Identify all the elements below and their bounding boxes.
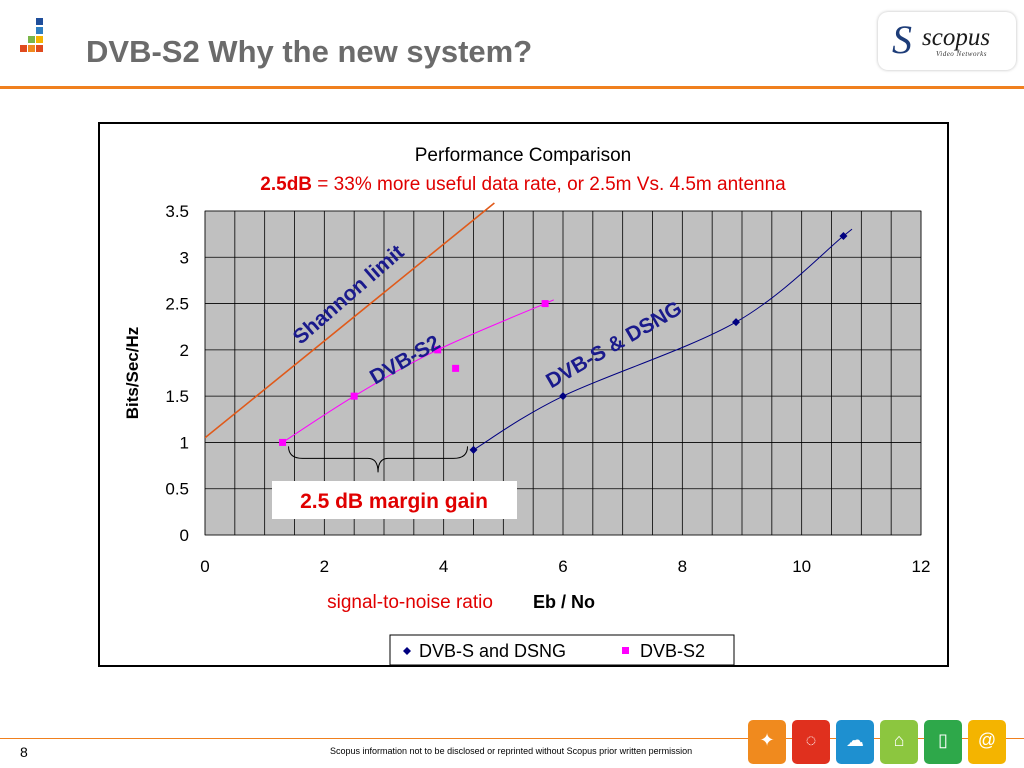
at-sign-icon: @: [968, 720, 1006, 764]
chart-frame: 0 0.5 1 1.5 2 2.5 3 3.5 0 2 4 6 8 10 12 Performance Com…: [98, 122, 949, 667]
scopus-s-icon: S: [892, 17, 912, 62]
performance-chart: 0 0.5 1 1.5 2 2.5 3 3.5 0 2 4 6 8 10 12 Performance Com…: [123, 145, 931, 665]
footer-disclaimer: Scopus information not to be disclosed o…: [330, 746, 693, 756]
data-point-dvbs: [732, 318, 741, 327]
data-point-dvbs: [839, 231, 848, 240]
x-tick-label: 12: [912, 557, 931, 576]
x-tick-label: 4: [439, 557, 448, 576]
y-tick-label: 2: [180, 341, 189, 360]
y-tick-label: 0: [180, 526, 189, 545]
data-point-dvbs: [559, 392, 567, 401]
x-axis-label-left: signal-to-noise ratio: [327, 592, 493, 613]
antenna-icon: ⌂: [880, 720, 918, 764]
legend-box: [389, 634, 735, 665]
footer-divider: [0, 738, 1024, 739]
x-tick-label: 0: [200, 557, 209, 576]
slide-title: DVB-S2 Why the new system?: [86, 34, 533, 69]
cable-icon: ◌: [792, 720, 830, 764]
data-point-dvbs2: [350, 392, 358, 400]
mobile-phone-icon: ▯: [924, 720, 962, 764]
x-axis-label: Eb / No: [533, 592, 595, 612]
data-point-dvbs2-extra: [452, 364, 460, 372]
x-tick-label: 8: [678, 557, 687, 576]
series-line-dvbs2: [282, 299, 554, 443]
margin-gain-box: [272, 481, 517, 519]
y-tick-label: 3.5: [165, 202, 189, 221]
x-tick-label: 2: [320, 557, 329, 576]
legend-marker-dvbs: [403, 647, 411, 655]
brand-tagline: Video Networks: [936, 50, 988, 58]
legend-label-dvbs2: DVB-S2: [640, 641, 705, 661]
satellite-icon: ✦: [748, 720, 786, 764]
header-divider: [0, 86, 1024, 89]
y-tick-label: 1.5: [165, 387, 189, 406]
legend-label-dvbs: DVB-S and DSNG: [419, 641, 566, 661]
chart-title: Performance Comparison: [415, 145, 631, 166]
y-tick-label: 3: [180, 248, 189, 267]
annotation-margin-gain: 2.5 dB margin gain: [300, 490, 488, 513]
cloud-icon: ☁: [836, 720, 874, 764]
data-point-dvbs2: [279, 438, 287, 446]
page-number: 8: [20, 744, 28, 760]
data-point-dvbs2: [434, 346, 442, 354]
x-tick-label: 10: [792, 557, 811, 576]
y-tick-label: 2.5: [165, 295, 189, 314]
data-point-dvbs: [469, 445, 478, 454]
scopus-logo: S scopus Video Networks: [878, 12, 1016, 70]
brand-name: scopus: [922, 24, 991, 51]
shannon-limit-line: [205, 202, 495, 439]
x-tick-label: 6: [558, 557, 567, 576]
corner-logo-squares: [20, 18, 50, 60]
chart-subtitle: 2.5dB = 33% more useful data rate, or 2.…: [260, 174, 786, 195]
y-tick-label: 0.5: [165, 480, 189, 499]
y-tick-label: 1: [180, 433, 189, 452]
legend-marker-dvbs2: [622, 647, 629, 654]
y-axis-label: Bits/Sec/Hz: [123, 327, 142, 420]
data-point-dvbs2: [541, 300, 549, 308]
series-line-dvbs: [473, 228, 853, 451]
